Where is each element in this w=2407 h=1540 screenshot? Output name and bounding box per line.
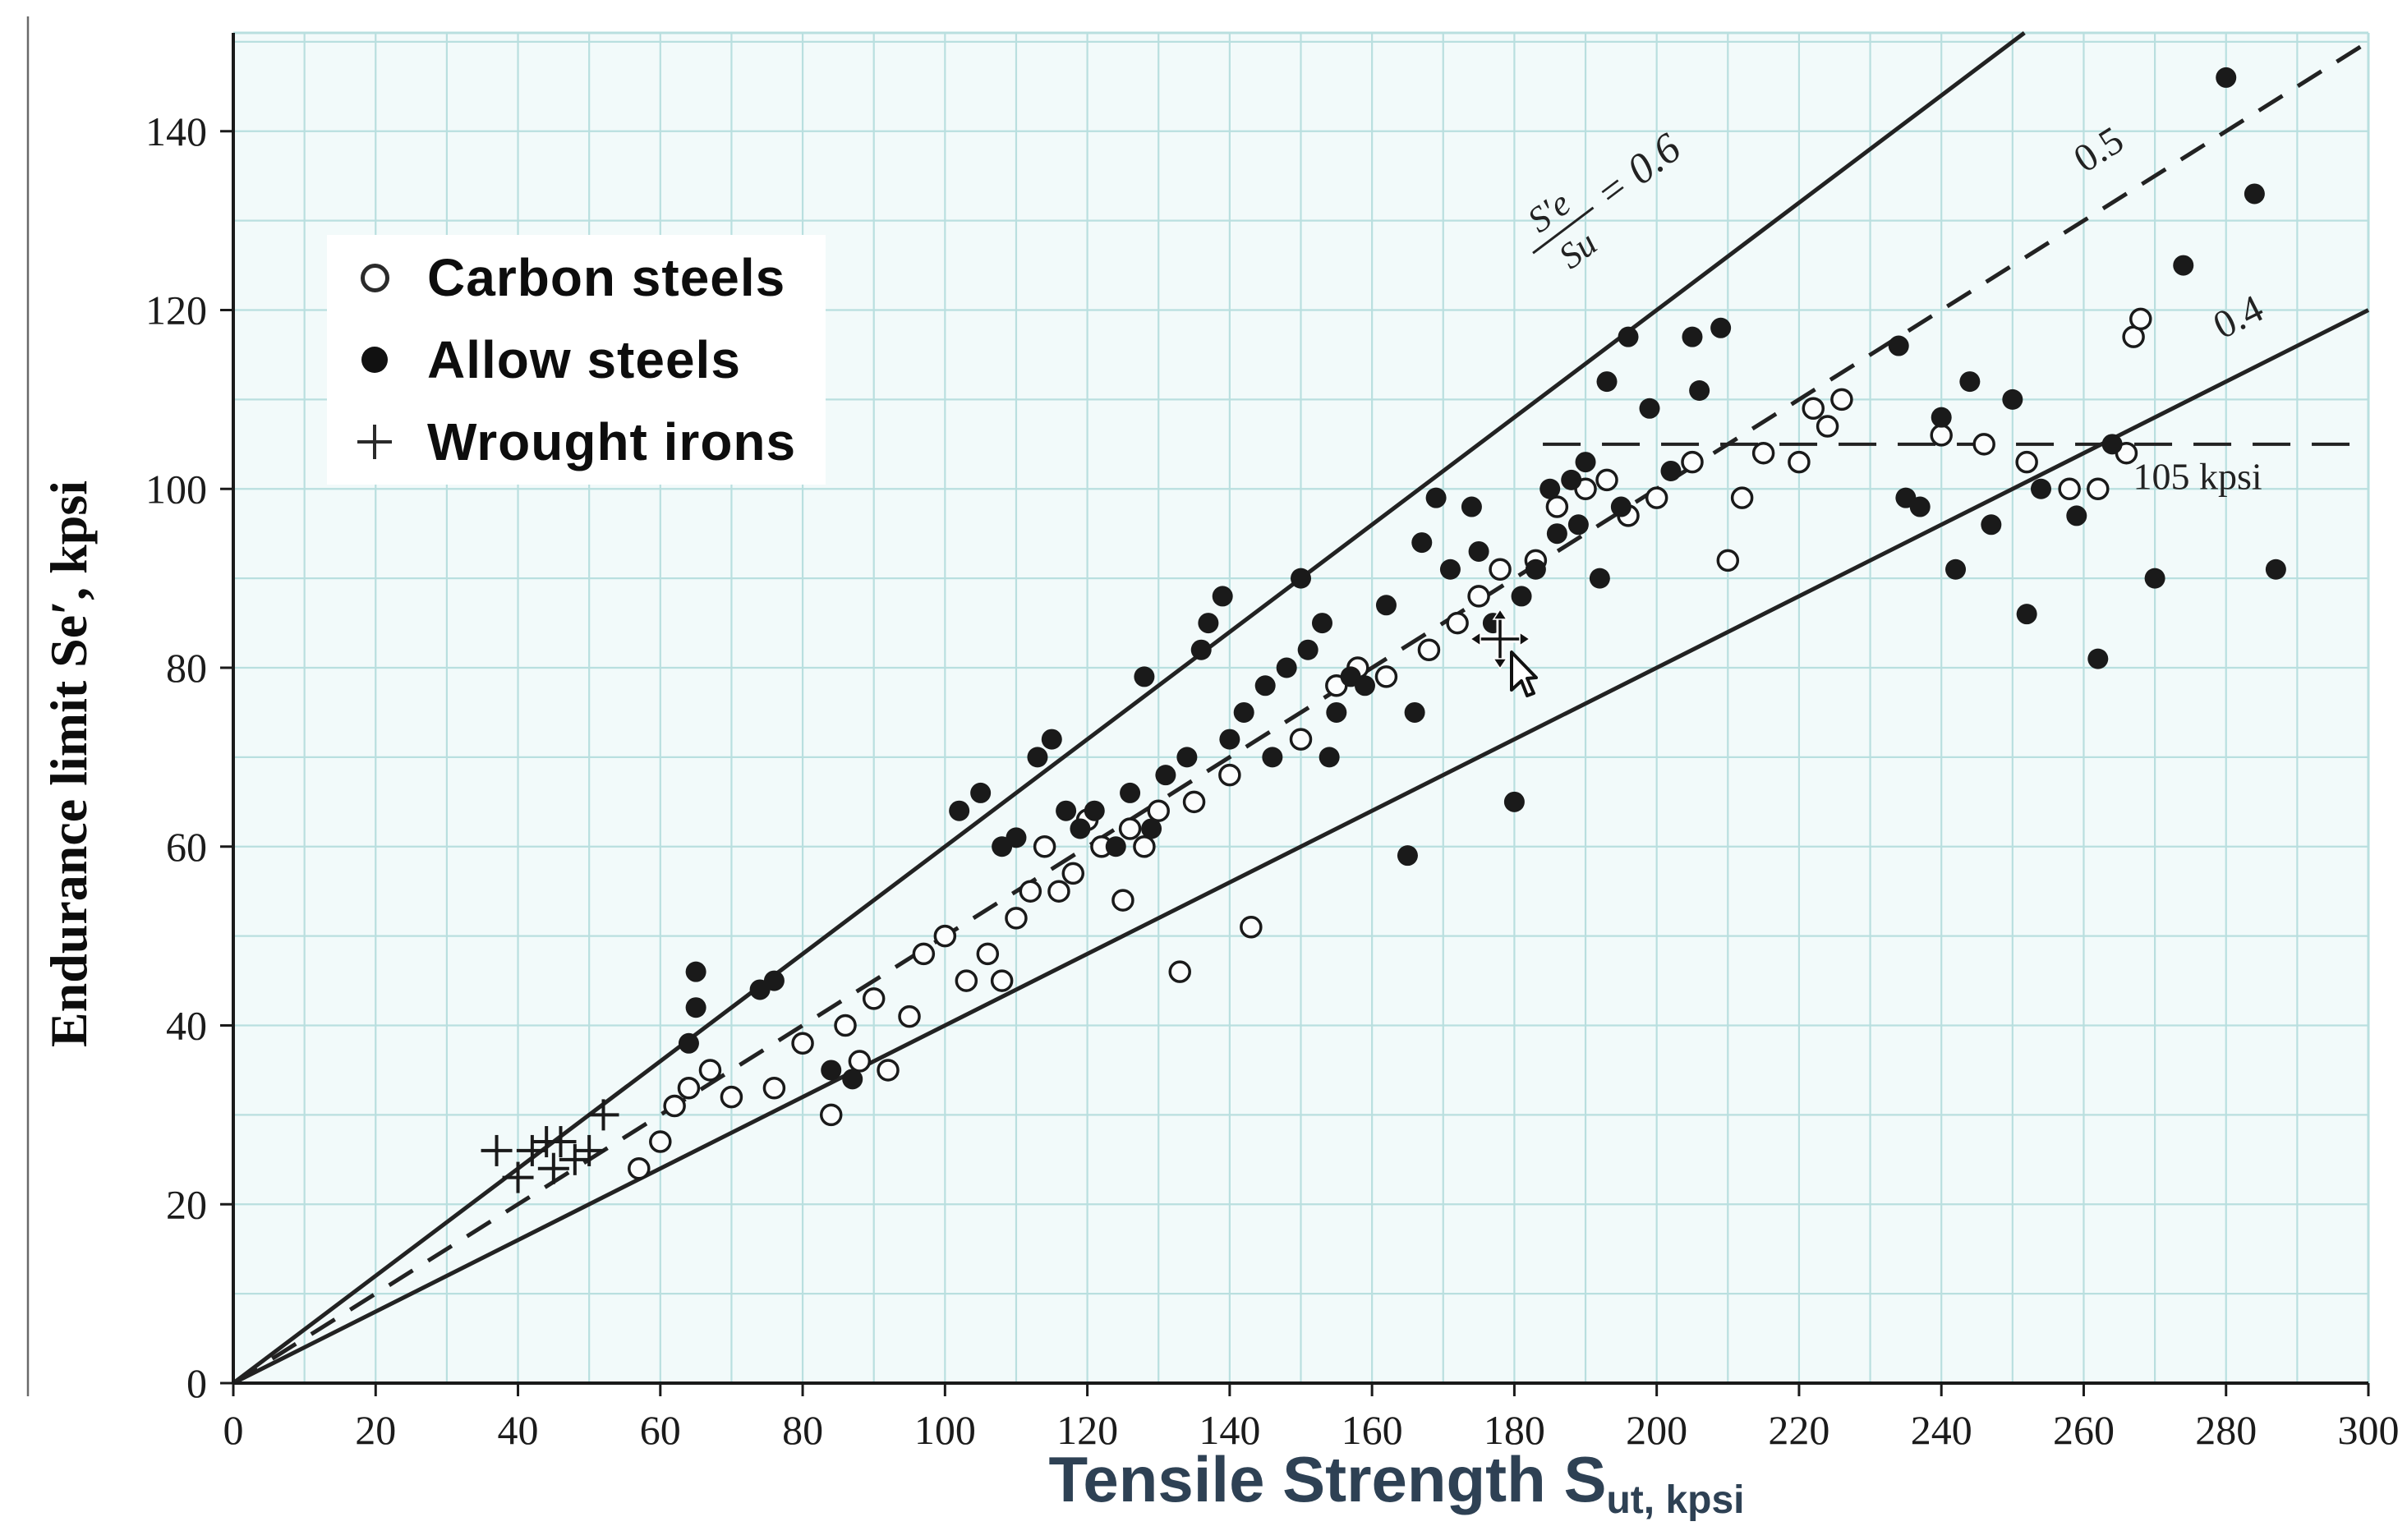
x-axis-title-subscript: ut, kpsi: [1606, 1478, 1745, 1522]
svg-text:240: 240: [1911, 1407, 1972, 1453]
svg-text:80: 80: [782, 1407, 823, 1453]
filled-circle-marker-icon: [361, 347, 388, 373]
svg-text:220: 220: [1768, 1407, 1829, 1453]
svg-text:0: 0: [223, 1407, 244, 1453]
svg-text:20: 20: [166, 1181, 207, 1227]
svg-text:40: 40: [166, 1003, 207, 1049]
horizontal-line-label: 105 kpsi: [2133, 455, 2262, 497]
plus-marker-icon: [357, 425, 392, 459]
svg-text:140: 140: [145, 108, 207, 154]
svg-text:60: 60: [640, 1407, 681, 1453]
y-axis-ticks: 0 20 40 60 80 100 120 140: [145, 108, 233, 1406]
legend-marker-cell: [335, 263, 414, 292]
legend-label-wrought-irons: Wrought irons: [427, 412, 797, 471]
legend-item-wrought-irons: Wrought irons: [335, 404, 796, 480]
legend-marker-cell: [335, 347, 414, 373]
legend-item-alloy-steels: Allow steels: [335, 322, 796, 398]
x-axis-title-symbol: S: [1563, 1443, 1607, 1515]
y-axis-title: Endurance limit Se′, kpsi: [39, 480, 98, 1048]
legend-marker-cell: [335, 425, 414, 459]
svg-text:120: 120: [1056, 1407, 1118, 1453]
legend-item-carbon-steels: Carbon steels: [335, 240, 796, 315]
svg-text:280: 280: [2195, 1407, 2257, 1453]
x-axis-title-text: Tensile Strength: [1048, 1443, 1546, 1515]
svg-text:200: 200: [1626, 1407, 1687, 1453]
series-allow-steels: [678, 67, 2286, 1090]
svg-text:300: 300: [2338, 1407, 2400, 1453]
x-axis-ticks: 0 20 40 60 80 100 120 140 160 180 200 220 240 260 280 3…: [223, 1383, 2400, 1453]
x-axis-title: Tensile Strength Sut, kpsi: [493, 1442, 2300, 1523]
svg-text:260: 260: [2053, 1407, 2115, 1453]
svg-text:100: 100: [145, 466, 207, 512]
slope-line-0.4: [232, 308, 2370, 1386]
svg-text:0: 0: [186, 1360, 207, 1406]
svg-text:60: 60: [166, 824, 207, 870]
pointer-arrow-icon: [1510, 650, 1538, 697]
chart-legend: Carbon steels Allow steels Wrought irons: [327, 235, 826, 485]
mouse-cursor: [1469, 608, 1538, 697]
svg-text:180: 180: [1484, 1407, 1545, 1453]
legend-label-alloy-steels: Allow steels: [427, 330, 741, 389]
svg-text:80: 80: [166, 645, 207, 691]
series-carbon-steels: [628, 307, 2152, 1180]
svg-text:160: 160: [1342, 1407, 1403, 1453]
svg-text:40: 40: [498, 1407, 539, 1453]
svg-text:120: 120: [145, 287, 207, 333]
legend-label-carbon-steels: Carbon steels: [427, 248, 786, 307]
svg-text:140: 140: [1199, 1407, 1260, 1453]
svg-text:100: 100: [914, 1407, 976, 1453]
move-cursor-icon: [1469, 608, 1531, 670]
svg-text:20: 20: [355, 1407, 396, 1453]
series-wrought-irons: [481, 1099, 619, 1193]
open-circle-marker-icon: [360, 263, 389, 292]
